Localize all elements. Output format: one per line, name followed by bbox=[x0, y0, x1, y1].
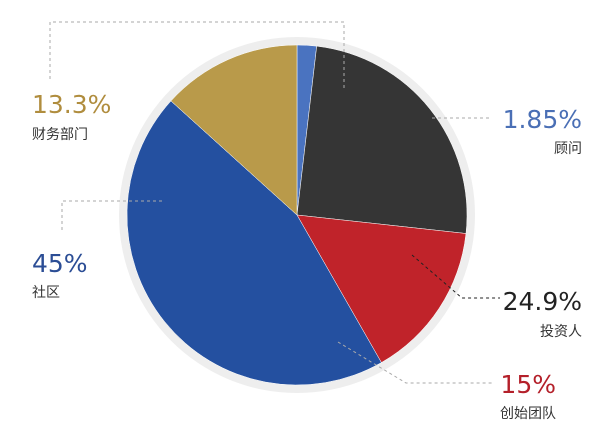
leader-line bbox=[411, 254, 500, 299]
slice-category-label: 社区 bbox=[32, 285, 60, 301]
pie-slice bbox=[170, 44, 298, 216]
leader-line bbox=[49, 21, 345, 88]
slice-percent-label: 13.3% bbox=[32, 90, 111, 119]
pie-slice bbox=[296, 45, 468, 234]
slice-percent-label: 24.9% bbox=[503, 287, 582, 316]
slice-category-label: 财务部门 bbox=[32, 127, 88, 143]
pie-slice bbox=[126, 100, 382, 386]
slice-percent-label: 1.85% bbox=[503, 105, 582, 134]
slice-percent-label: 15% bbox=[500, 370, 556, 399]
slice-category-label: 创始团队 bbox=[500, 406, 556, 422]
pie-slice bbox=[296, 214, 467, 363]
leader-line bbox=[61, 200, 162, 232]
slice-percent-label: 45% bbox=[32, 249, 88, 278]
slice-category-label: 投资人 bbox=[540, 324, 582, 340]
leader-line bbox=[337, 341, 492, 384]
slice-category-label: 顾问 bbox=[554, 141, 582, 157]
